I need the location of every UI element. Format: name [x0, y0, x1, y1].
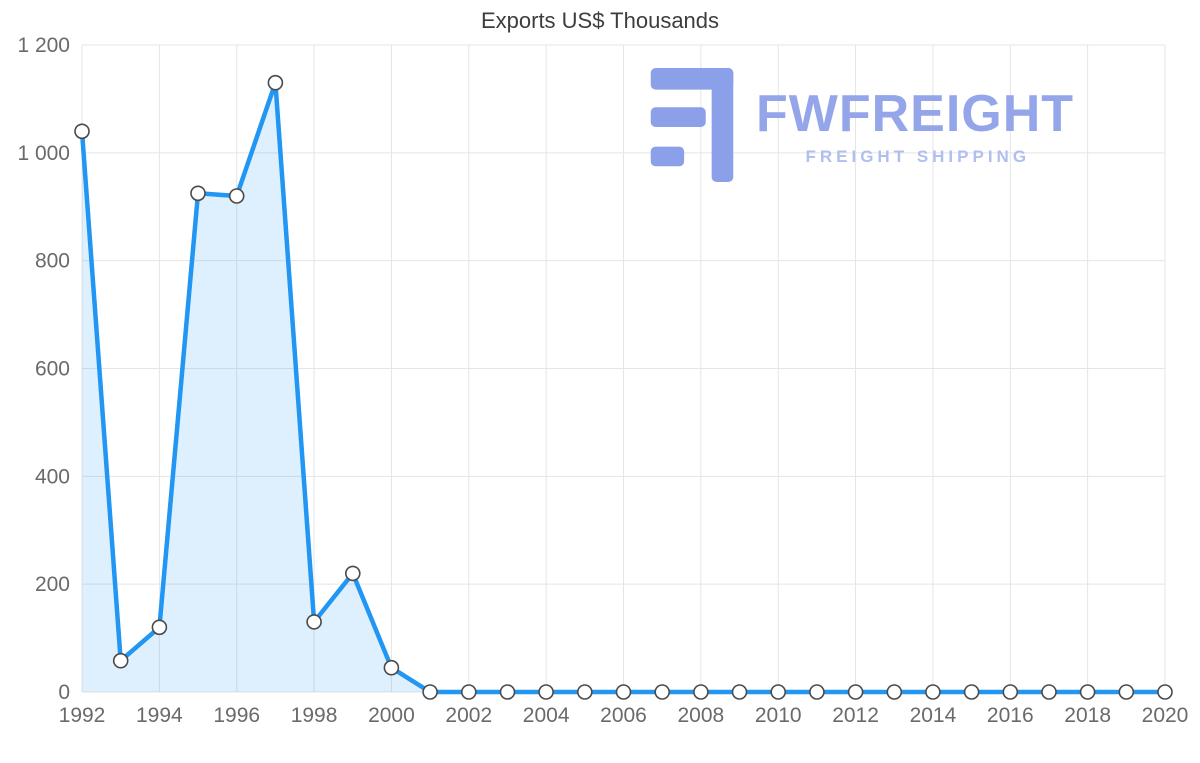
data-point-marker[interactable] [963, 684, 980, 700]
y-tick-label: 800 [35, 250, 70, 273]
data-point-marker[interactable] [576, 684, 593, 700]
x-tick-label: 2012 [832, 704, 879, 727]
data-point-marker[interactable] [1157, 684, 1173, 700]
data-point-marker[interactable] [460, 684, 477, 700]
data-point-marker[interactable] [74, 123, 90, 140]
x-tick-label: 1994 [136, 704, 183, 727]
data-point-marker[interactable] [731, 684, 748, 700]
data-point-marker[interactable] [422, 684, 438, 700]
y-tick-label: 200 [35, 573, 70, 596]
data-point-marker[interactable] [770, 684, 787, 700]
y-tick-label: 1 000 [17, 142, 70, 165]
x-tick-label: 2016 [987, 704, 1034, 727]
x-tick-label: 2004 [523, 704, 570, 727]
data-point-marker[interactable] [228, 188, 245, 204]
y-tick-label: 1 200 [17, 34, 70, 57]
x-tick-label: 1992 [59, 704, 106, 727]
x-tick-label: 2000 [368, 704, 415, 727]
x-tick-label: 2014 [910, 704, 957, 727]
x-tick-label: 1996 [213, 704, 260, 727]
y-tick-label: 600 [35, 358, 70, 381]
chart-title: Exports US$ Thousands [480, 8, 720, 33]
data-point-marker[interactable] [615, 684, 632, 700]
data-point-marker[interactable] [1002, 684, 1019, 700]
data-point-marker[interactable] [654, 684, 671, 700]
data-point-marker[interactable] [1118, 684, 1135, 700]
data-point-marker[interactable] [847, 684, 864, 700]
data-point-marker[interactable] [151, 619, 168, 636]
data-point-marker[interactable] [925, 684, 941, 700]
data-point-marker[interactable] [190, 185, 206, 202]
x-tick-label: 2006 [600, 704, 647, 727]
x-tick-label: 2020 [1142, 704, 1189, 727]
y-tick-label: 400 [35, 465, 70, 488]
data-point-marker[interactable] [344, 565, 361, 582]
x-tick-label: 2010 [755, 704, 802, 727]
x-tick-label: 1998 [291, 704, 338, 727]
data-point-marker[interactable] [112, 652, 129, 669]
y-tick-label: 0 [58, 681, 70, 704]
data-point-marker[interactable] [1079, 684, 1096, 700]
x-tick-label: 2008 [677, 704, 724, 727]
data-point-marker[interactable] [886, 684, 903, 700]
gridlines [81, 44, 1166, 693]
x-tick-label: 2018 [1064, 704, 1111, 727]
data-point-marker[interactable] [809, 684, 825, 700]
data-point-marker[interactable] [499, 684, 516, 700]
area-fill [82, 82, 1165, 692]
data-point-marker[interactable] [306, 614, 322, 630]
x-tick-label: 2002 [445, 704, 492, 727]
data-point-marker[interactable] [1041, 684, 1057, 700]
data-point-marker[interactable] [538, 684, 554, 700]
data-point-marker[interactable] [383, 659, 400, 676]
data-point-marker[interactable] [693, 684, 709, 700]
data-point-marker[interactable] [267, 74, 284, 91]
